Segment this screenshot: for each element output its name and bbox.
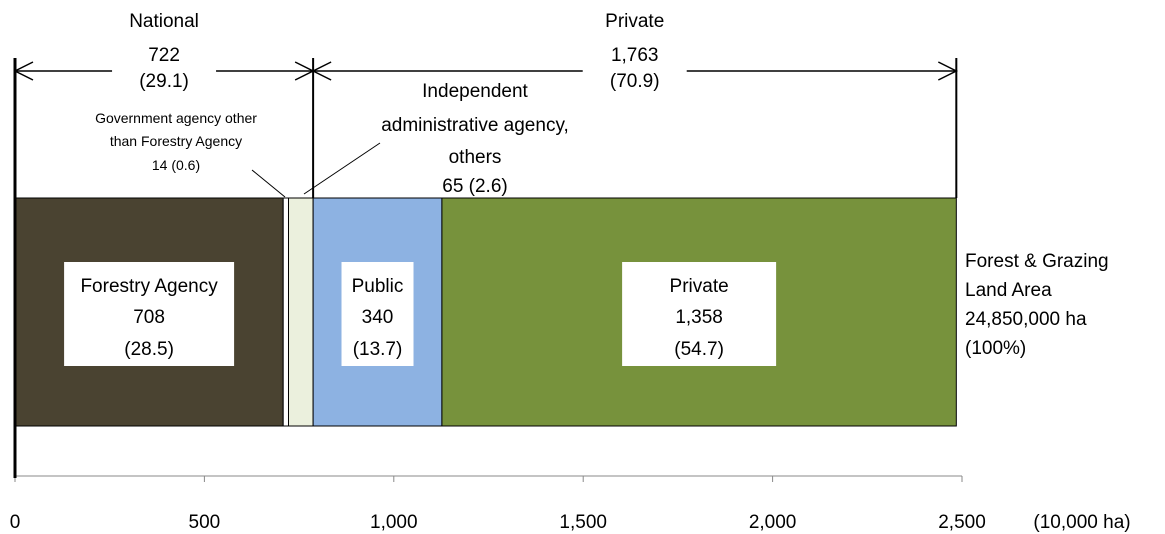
segment-pct-label-0: (28.5): [124, 339, 174, 360]
bar-segment-2: [287, 197, 314, 427]
segment-name-label-3: Public: [352, 276, 404, 297]
annotation-gov-other-line1: Government agency other: [95, 110, 257, 126]
x-tick-label-4: 2,000: [749, 512, 797, 533]
group-value-1: 1,763: [611, 45, 659, 66]
annotation-gov-other-line2: than Forestry Agency: [110, 133, 242, 149]
total-area-line1: Forest & Grazing: [965, 251, 1109, 272]
x-tick-label-2: 1,000: [370, 512, 418, 533]
x-tick-label-1: 500: [189, 512, 221, 533]
segment-label-box-3: [341, 262, 414, 366]
annotation-gov-other-value: 14 (0.6): [152, 157, 200, 173]
group-pct-1: (70.9): [610, 71, 660, 92]
group-arrowhead-left-1: [311, 61, 332, 81]
total-area-line4: (100%): [965, 338, 1026, 359]
x-axis-unit: (10,000 ha): [1033, 512, 1130, 533]
group-pct-0: (29.1): [139, 71, 189, 92]
bar-segment-1: [282, 197, 289, 427]
x-tick-label-0: 0: [10, 512, 21, 533]
segment-name-label-4: Private: [670, 276, 729, 297]
segment-pct-label-3: (13.7): [353, 339, 403, 360]
segment-label-box-0: [64, 262, 235, 366]
segment-value-label-0: 708: [133, 307, 165, 328]
x-axis: 0 500 1,000 1,500 2,000 2,500: [10, 475, 986, 533]
group-brackets: National 722 (29.1) Private 1,763 (70.9): [13, 11, 958, 478]
annotation-independent-line1: Independent: [422, 81, 528, 102]
total-area-line3: 24,850,000 ha: [965, 309, 1087, 330]
group-arrowhead-left-0: [13, 61, 34, 81]
group-name-0: National: [129, 11, 199, 32]
group-arrowhead-right-1: [937, 61, 958, 81]
annotation-independent-line2: administrative agency,: [381, 115, 569, 136]
x-tick-label-5: 2,500: [938, 512, 986, 533]
segment-name-label-0: Forestry Agency: [80, 276, 218, 297]
annotation-independent-line3: others: [449, 147, 502, 168]
segment-label-box-4: [622, 262, 777, 366]
total-area-line2: Land Area: [965, 280, 1052, 301]
group-value-0: 722: [148, 45, 180, 66]
segment-value-label-4: 1,358: [675, 307, 723, 328]
segment-value-label-3: 340: [362, 307, 394, 328]
stacked-bar: Forestry Agency 708 (28.5) Public 340 (13.7) P…: [14, 197, 957, 427]
group-name-1: Private: [605, 11, 664, 32]
segment-pct-label-4: (54.7): [674, 339, 724, 360]
annotation-independent-value: 65 (2.6): [442, 176, 507, 197]
annotation-gov-other-leader: [251, 169, 286, 198]
annotation-independent-leader: [303, 142, 381, 195]
x-tick-label-3: 1,500: [559, 512, 607, 533]
